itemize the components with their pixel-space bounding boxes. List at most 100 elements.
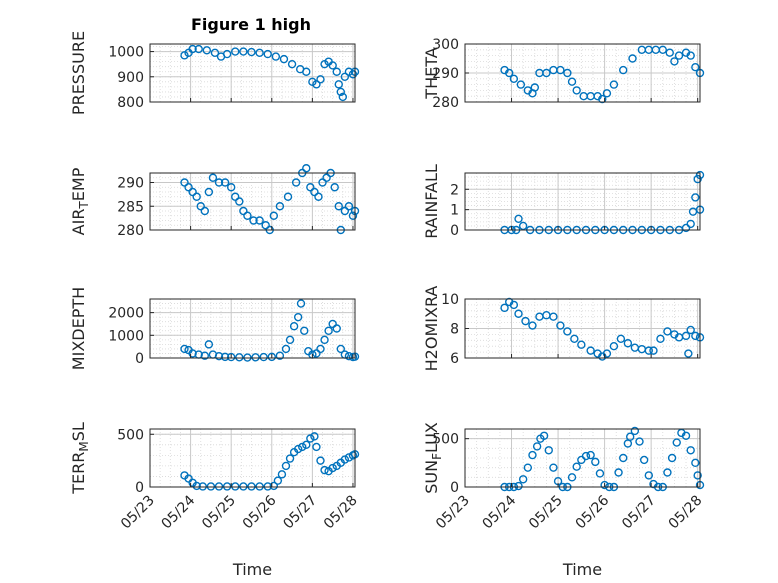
data-point [334, 80, 343, 89]
x-tick-label: 05/24 [159, 492, 199, 532]
data-point [220, 352, 230, 362]
data-point [231, 482, 240, 491]
data-point [609, 80, 619, 89]
data-point [619, 65, 628, 75]
data-point [539, 431, 549, 440]
data-point [514, 309, 523, 318]
data-point [649, 346, 658, 355]
data-point [637, 344, 647, 354]
data-point [579, 91, 588, 101]
y-tick-label: 500 [117, 427, 144, 443]
data-point [188, 349, 197, 358]
data-point [231, 192, 240, 201]
subplot-mixdepth: 0 1000 2000 MIXDEPTH [69, 287, 360, 370]
data-point [239, 482, 248, 491]
data-point [300, 326, 309, 335]
data-point [214, 351, 224, 361]
data-point [609, 342, 619, 351]
y-axis-label: PRESSURE [69, 31, 88, 115]
data-point [222, 49, 232, 59]
data-point [514, 481, 523, 491]
x-tick-label: 05/27 [280, 493, 320, 533]
data-point [324, 326, 333, 335]
y-tick-label: 300 [432, 37, 459, 53]
data-point [200, 206, 210, 216]
data-point [251, 353, 260, 362]
data-point [691, 458, 700, 468]
figure-title: Figure 1 high [191, 15, 311, 34]
data-point [312, 442, 321, 452]
data-point [271, 52, 281, 61]
data-point [528, 450, 537, 460]
data-point [184, 183, 193, 192]
data-point [314, 192, 323, 201]
data-point [591, 457, 600, 467]
data-point [269, 211, 279, 220]
axes-frame [149, 172, 356, 231]
y-axis-label: SUNFLUX [422, 422, 444, 494]
y-tick-label: 0 [135, 351, 144, 367]
data-point [338, 92, 348, 102]
data-point [639, 455, 649, 465]
y-tick-label: 6 [450, 351, 459, 367]
data-point [220, 178, 230, 187]
data-point [318, 178, 327, 187]
data-point [261, 221, 270, 230]
data-point [336, 87, 345, 97]
data-point [196, 202, 205, 211]
data-point [556, 321, 565, 330]
y-tick-label: 0 [450, 223, 459, 239]
x-tick-label: 05/28 [666, 493, 706, 533]
data-point [665, 48, 674, 57]
data-point [214, 482, 224, 491]
data-point [332, 67, 341, 76]
data-point [656, 334, 665, 344]
x-tick-label: 05/23 [118, 493, 158, 533]
data-point [328, 463, 337, 473]
data-point [340, 206, 350, 216]
data-point [616, 334, 626, 344]
data-point [602, 349, 612, 358]
data-point [320, 335, 329, 345]
data-point [630, 343, 640, 352]
data-point [530, 83, 540, 92]
data-point [334, 202, 343, 211]
data-point [544, 446, 553, 455]
data-point [623, 339, 633, 348]
data-point [259, 352, 268, 362]
x-tick-label: 05/24 [480, 492, 520, 532]
data-point [322, 173, 331, 182]
data-point [348, 211, 358, 220]
data-point [549, 312, 558, 321]
data-point [226, 352, 236, 362]
data-point [255, 48, 264, 58]
data-point [572, 86, 581, 95]
data-point [595, 469, 605, 478]
data-point [586, 450, 595, 460]
y-axis-label: THETA [422, 47, 441, 99]
data-point [255, 216, 264, 225]
data-point [523, 463, 533, 472]
data-point [239, 47, 248, 56]
y-tick-label: 1 [450, 203, 459, 219]
y-tick-label: 2000 [108, 306, 144, 322]
data-point [239, 206, 248, 216]
x-tick-label: 05/26 [573, 492, 613, 532]
data-point [344, 351, 354, 361]
data-point [192, 192, 201, 201]
data-point [663, 468, 672, 477]
y-axis-label: AIRTEMP [69, 167, 91, 235]
y-tick-label: 500 [432, 432, 459, 448]
data-point [279, 54, 289, 64]
data-point [500, 303, 509, 313]
data-point [192, 481, 201, 491]
data-point [316, 75, 325, 84]
data-point [302, 440, 311, 450]
data-point [267, 352, 276, 362]
data-point [658, 45, 667, 54]
data-point [285, 454, 295, 463]
data-point [521, 316, 530, 326]
axes-frame [149, 298, 356, 359]
